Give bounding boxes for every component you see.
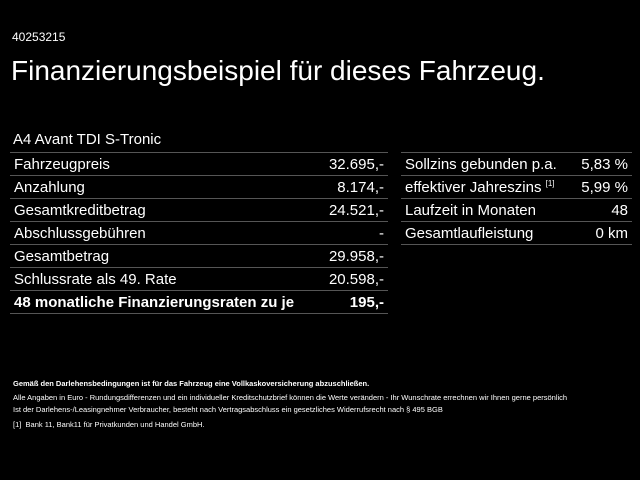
row-value: 29.958,- [328, 247, 384, 265]
row-label: Abschlussgebühren [14, 224, 146, 242]
table-row: effektiver Jahreszins [1] 5,99 % [401, 176, 632, 199]
row-label: Fahrzeugpreis [14, 155, 110, 173]
table-row: Abschlussgebühren - [10, 222, 388, 245]
table-row: Gesamtlaufleistung 0 km [401, 222, 632, 245]
row-label: 48 monatliche Finanzierungsraten zu je [14, 293, 295, 311]
model-name: A4 Avant TDI S-Tronic [13, 131, 162, 148]
row-value: 5,99 % [581, 178, 628, 196]
row-label: Schlussrate als 49. Rate [14, 270, 177, 288]
row-label: effektiver Jahreszins [1] [405, 179, 555, 196]
row-value: 0 km [595, 224, 628, 242]
disclaimer-line-1: Alle Angaben in Euro - Rundungsdifferenz… [13, 393, 568, 402]
row-value: - [379, 224, 384, 242]
row-label: Anzahlung [14, 178, 85, 196]
row-label: Sollzins gebunden p.a. [405, 155, 557, 173]
table-row: Fahrzeugpreis 32.695,- [10, 153, 388, 176]
footnote-1: [1] Bank 11, Bank11 für Privatkunden und… [13, 420, 205, 430]
interest-table: Sollzins gebunden p.a. 5,83 % effektiver … [401, 152, 632, 245]
table-row: Laufzeit in Monaten 48 [401, 199, 632, 222]
page-title: Finanzierungsbeispiel für dieses Fahrzeu… [11, 55, 545, 86]
row-label: Laufzeit in Monaten [405, 201, 536, 219]
footnote-text: Bank 11, Bank11 für Privatkunden und Han… [25, 420, 205, 429]
row-value: 5,83 % [581, 155, 628, 173]
table-row: Anzahlung 8.174,- [10, 176, 388, 199]
row-label: Gesamtbetrag [14, 247, 110, 265]
row-value: 24.521,- [328, 201, 384, 219]
footnote-mark: [1] [13, 420, 22, 429]
row-label: Gesamtkreditbetrag [14, 201, 146, 219]
table-row: Gesamtkreditbetrag 24.521,- [10, 199, 388, 222]
row-value: 32.695,- [328, 155, 384, 173]
insurance-note: Gemäß den Darlehensbedingungen ist für d… [13, 379, 370, 388]
table-row: Schlussrate als 49. Rate 20.598,- [10, 268, 388, 291]
row-value: 48 [611, 201, 628, 219]
financing-table: Fahrzeugpreis 32.695,- Anzahlung 8.174,- G… [10, 152, 388, 314]
row-value: 8.174,- [337, 178, 384, 196]
row-value: 20.598,- [328, 270, 384, 288]
row-label: Gesamtlaufleistung [405, 224, 534, 242]
row-label-text: effektiver Jahreszins [405, 178, 542, 196]
disclaimer-line-2: Ist der Darlehens-/Leasingnehmer Verbrau… [13, 405, 443, 414]
table-row-monthly-rate: 48 monatliche Finanzierungsraten zu je 19… [10, 291, 388, 314]
offer-id: 40253215 [12, 30, 66, 44]
table-row: Gesamtbetrag 29.958,- [10, 245, 388, 268]
row-value: 195,- [349, 293, 384, 311]
footnote-ref: [1] [545, 178, 555, 188]
table-row: Sollzins gebunden p.a. 5,83 % [401, 153, 632, 176]
